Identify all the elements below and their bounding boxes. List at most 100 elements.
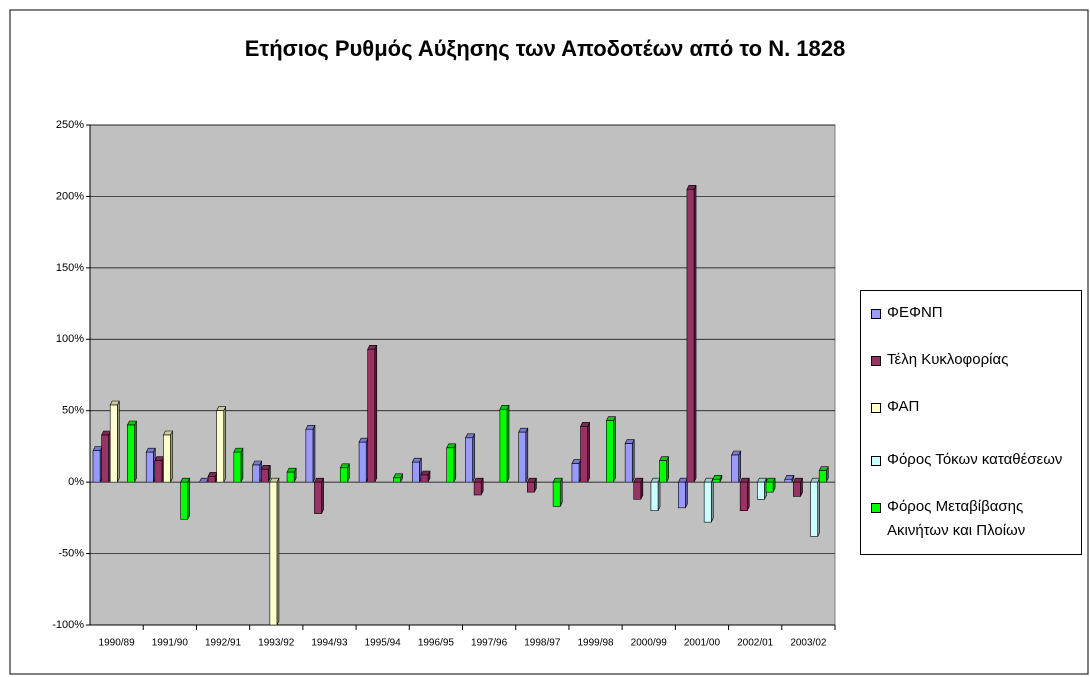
bar-top	[756, 477, 767, 483]
bar	[518, 431, 527, 483]
bar-top	[305, 424, 316, 430]
bar	[260, 468, 269, 483]
bar	[793, 481, 801, 497]
bar	[252, 464, 261, 483]
bar	[765, 481, 774, 493]
bar	[145, 451, 154, 483]
bar-top	[605, 416, 616, 422]
bar	[420, 474, 429, 483]
bar-side	[587, 422, 590, 483]
bar-side	[312, 425, 316, 483]
legend-swatch	[871, 356, 881, 366]
bar-top	[624, 439, 635, 444]
bar-top	[392, 473, 404, 479]
bar-top	[739, 477, 750, 483]
bar	[757, 481, 765, 500]
bar-top	[339, 463, 350, 469]
bar-side	[374, 345, 378, 483]
y-tick-label: 200%	[56, 190, 84, 202]
bar-top	[731, 450, 742, 456]
bar-side	[613, 416, 616, 483]
bar-top	[446, 443, 457, 449]
x-tick-label: 1993/92	[258, 638, 295, 649]
x-tick-label: 1998/97	[524, 638, 561, 649]
bar-top	[260, 464, 271, 470]
bar-top	[659, 456, 670, 462]
bar-top	[650, 477, 661, 483]
bar-top	[526, 477, 537, 483]
bar	[101, 434, 109, 483]
x-tick-label: 2001/00	[684, 638, 721, 649]
bar-side	[134, 420, 137, 483]
bar	[286, 471, 295, 483]
bar-top	[765, 477, 776, 483]
x-tick-label: 2002/01	[737, 638, 774, 649]
bar-top	[358, 437, 369, 443]
bar	[92, 450, 101, 483]
bar-top	[792, 477, 803, 483]
bar	[784, 478, 793, 483]
bar	[446, 447, 455, 483]
bar-top	[233, 447, 244, 453]
legend-swatch	[871, 309, 881, 319]
bar	[367, 348, 376, 483]
legend-label: Φόρος Μεταβίβασης Ακινήτων και Πλοίων	[887, 498, 1026, 539]
x-tick-label: 2000/99	[631, 638, 668, 649]
legend-item: ΦΕΦΝΠ	[871, 301, 1076, 325]
plot-area	[89, 124, 836, 626]
x-tick-label: 1990/89	[99, 638, 136, 649]
bar	[180, 481, 189, 520]
legend-swatch	[871, 456, 881, 466]
bar	[216, 410, 225, 483]
bar-side	[817, 478, 820, 537]
bar-top	[580, 422, 591, 427]
x-tick-label: 1994/93	[311, 638, 348, 649]
bar-top	[101, 430, 112, 436]
bar-top	[473, 477, 484, 483]
bar	[314, 481, 322, 514]
bar	[358, 441, 367, 483]
bar	[473, 481, 482, 496]
bar	[650, 481, 659, 512]
legend-label: ΦΑΠ	[887, 398, 920, 415]
y-tick-label: -100%	[52, 619, 84, 631]
bar-side	[559, 478, 563, 507]
legend-item: ΦΑΠ	[871, 395, 1076, 419]
bar-top	[712, 474, 723, 480]
y-tick-label: 250%	[56, 119, 84, 131]
bar	[527, 481, 535, 493]
bar-side	[453, 443, 457, 483]
legend-label: ΦΕΦΝΠ	[887, 304, 943, 321]
y-tick-label: 150%	[56, 262, 84, 274]
bar	[163, 434, 171, 483]
bar-top	[216, 406, 227, 412]
bar-top	[810, 477, 821, 483]
bar-top	[162, 430, 173, 436]
bar-top	[207, 472, 218, 477]
x-tick-label: 1996/95	[418, 638, 455, 649]
legend-swatch	[871, 403, 881, 413]
chart-border	[9, 9, 1089, 675]
bar-top	[180, 477, 191, 483]
bar-side	[223, 406, 227, 483]
bar-top	[411, 457, 422, 463]
bar-side	[472, 433, 475, 483]
x-tick-label: 1992/91	[205, 638, 242, 649]
bar	[678, 481, 686, 509]
x-tick-label: 2003/02	[790, 638, 827, 649]
legend-label: Φόρος Τόκων καταθέσεων	[887, 451, 1063, 468]
bar-top	[518, 427, 529, 433]
bar	[411, 461, 420, 483]
bar	[154, 460, 163, 483]
bar	[703, 481, 712, 523]
bar-top	[703, 477, 714, 483]
bar-top	[499, 404, 510, 410]
y-tick-label: 100%	[56, 333, 84, 345]
bar	[571, 463, 580, 483]
bar-side	[738, 450, 741, 483]
bar	[499, 408, 508, 483]
bar-top	[818, 466, 829, 472]
bar-top	[633, 477, 644, 483]
bar	[810, 481, 818, 537]
